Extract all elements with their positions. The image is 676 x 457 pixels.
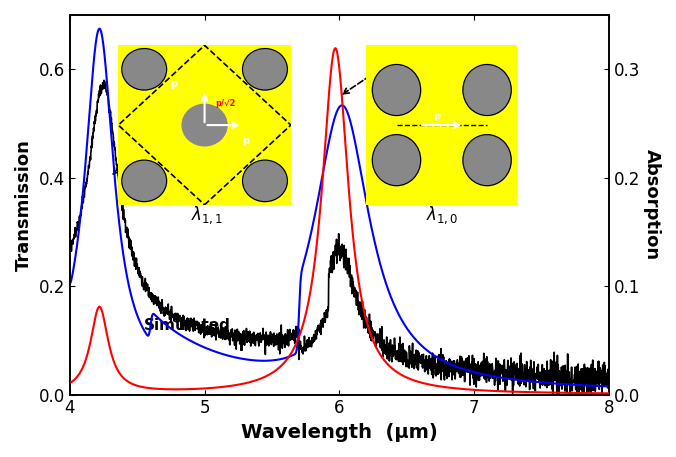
Text: Measured: Measured: [414, 176, 498, 191]
Text: Simulated: Simulated: [144, 318, 231, 333]
Text: $\lambda_{1,0}$: $\lambda_{1,0}$: [425, 204, 458, 226]
Y-axis label: Transmission: Transmission: [15, 139, 33, 271]
Text: $\lambda_{1,1}$: $\lambda_{1,1}$: [191, 204, 224, 226]
X-axis label: Wavelength  (μm): Wavelength (μm): [241, 423, 438, 442]
Y-axis label: Absorption: Absorption: [643, 149, 661, 260]
